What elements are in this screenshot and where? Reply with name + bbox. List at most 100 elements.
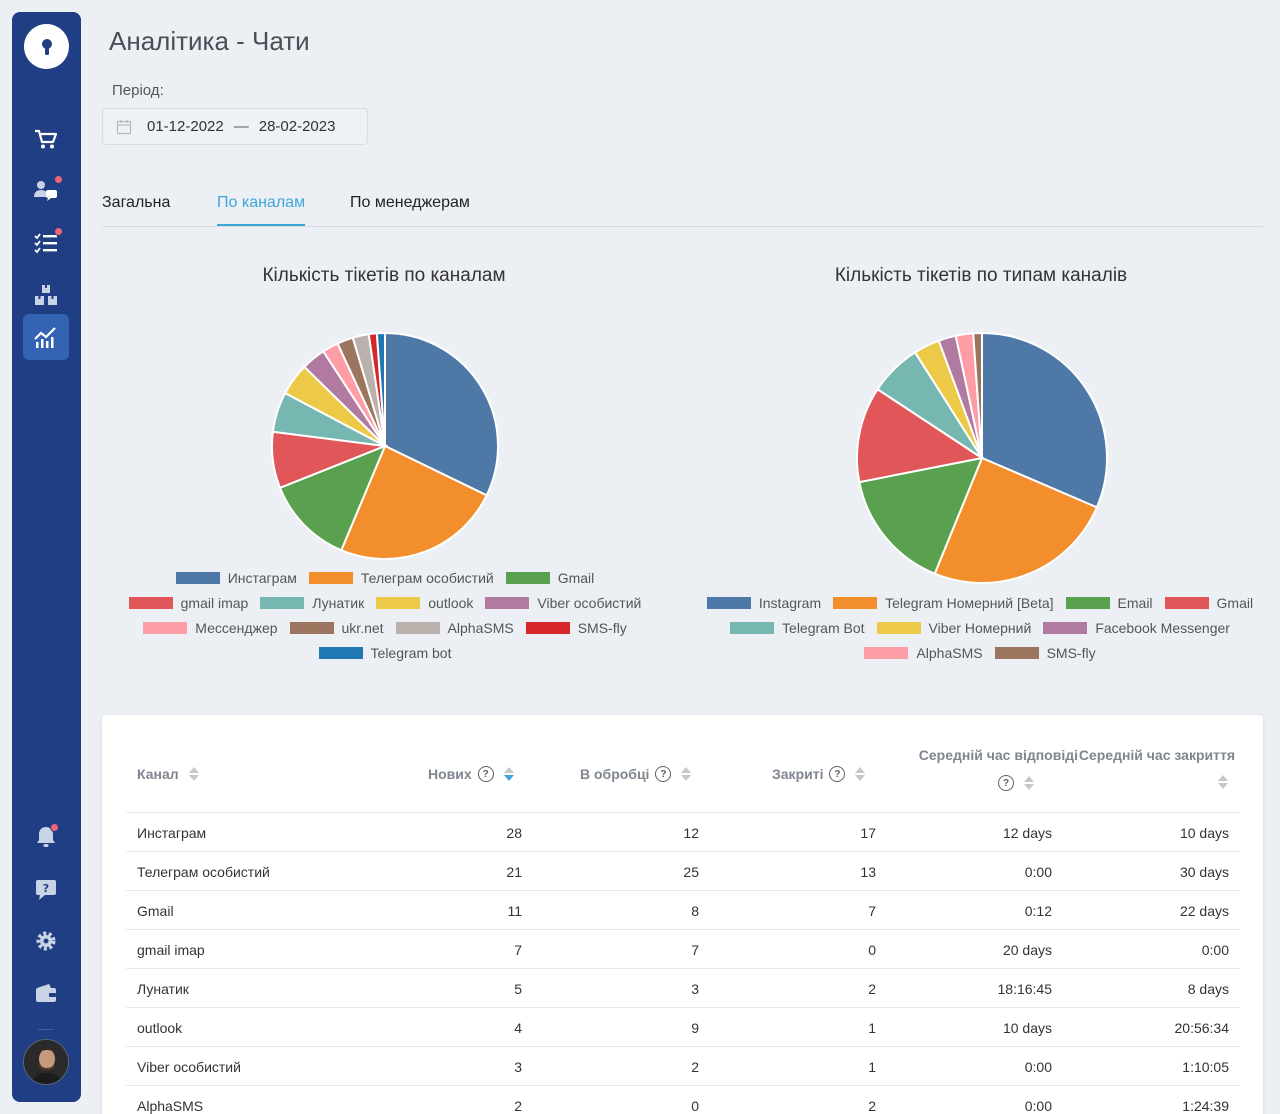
sidebar-item-warehouse[interactable] bbox=[23, 272, 69, 318]
cell-in-progress: 7 bbox=[691, 942, 699, 958]
cell-closed: 2 bbox=[868, 981, 876, 997]
calendar-icon bbox=[116, 119, 132, 134]
sort-icon[interactable] bbox=[188, 767, 199, 781]
cell-in-progress: 12 bbox=[683, 825, 699, 841]
legend-item[interactable]: Лунатик bbox=[260, 595, 364, 611]
sidebar-item-orders[interactable] bbox=[23, 116, 69, 162]
settings-gear-icon bbox=[36, 931, 56, 951]
cell-in-progress: 25 bbox=[683, 864, 699, 880]
sidebar-item-analytics[interactable] bbox=[23, 314, 69, 360]
col-header-channel[interactable]: Канал bbox=[137, 766, 199, 782]
user-avatar[interactable] bbox=[23, 1039, 69, 1085]
sidebar-item-settings[interactable] bbox=[23, 918, 69, 964]
legend-item[interactable]: Telegram bot bbox=[318, 645, 451, 661]
pie-chart-channel-types[interactable] bbox=[855, 331, 1110, 586]
table-row[interactable]: outlook 4 9 1 10 days 20:56:34 bbox=[126, 1008, 1240, 1047]
cell-channel: Viber особистий bbox=[137, 1059, 241, 1075]
cell-in-progress: 8 bbox=[691, 903, 699, 919]
col-header-in-progress[interactable]: В обробці ? bbox=[580, 766, 692, 782]
cell-avg-response: 0:00 bbox=[1024, 1098, 1052, 1114]
table-row[interactable]: AlphaSMS 2 0 2 0:00 1:24:39 bbox=[126, 1086, 1240, 1114]
tab-by-channels[interactable]: По каналам bbox=[217, 194, 306, 226]
table-row[interactable]: gmail imap 7 7 0 20 days 0:00 bbox=[126, 930, 1240, 969]
date-from[interactable]: 01-12-2022 bbox=[147, 118, 224, 135]
legend-item[interactable]: outlook bbox=[376, 595, 473, 611]
date-to[interactable]: 28-02-2023 bbox=[258, 118, 336, 135]
help-icon[interactable]: ? bbox=[998, 775, 1014, 791]
sort-icon[interactable] bbox=[503, 767, 514, 781]
legend-item[interactable]: Email bbox=[1065, 595, 1153, 611]
table-row[interactable]: Инстаграм 28 12 17 12 days 10 days bbox=[126, 813, 1240, 852]
legend-item[interactable]: Viber Номерний bbox=[876, 620, 1031, 636]
pie-slice[interactable] bbox=[375, 331, 386, 447]
sidebar-item-customers[interactable] bbox=[23, 168, 69, 214]
sort-icon[interactable] bbox=[1024, 776, 1034, 790]
pie-slice[interactable] bbox=[384, 331, 499, 497]
help-icon[interactable]: ? bbox=[477, 766, 494, 782]
task-list-icon bbox=[34, 233, 57, 254]
sidebar-item-tasks[interactable] bbox=[23, 220, 69, 266]
legend-swatch bbox=[525, 622, 570, 634]
col-header-closed[interactable]: Закриті ? bbox=[772, 766, 866, 782]
legend-item[interactable]: SMS-fly bbox=[994, 645, 1096, 661]
legend-item[interactable]: gmail imap bbox=[128, 595, 248, 611]
customers-chat-icon bbox=[34, 181, 57, 201]
table-row[interactable]: Лунатик 5 3 2 18:16:45 8 days bbox=[126, 969, 1240, 1008]
pie-slice[interactable] bbox=[339, 444, 489, 560]
col-header-avg-close[interactable]: Середній час закриття bbox=[1075, 747, 1235, 789]
help-icon[interactable]: ? bbox=[829, 766, 846, 782]
table-header: Канал Нових ? В обробці ? Закриті ? Сере… bbox=[126, 715, 1240, 813]
sort-icon[interactable] bbox=[681, 767, 692, 781]
legend-swatch bbox=[308, 572, 353, 584]
legend-item[interactable]: Telegram Bot bbox=[730, 620, 865, 636]
cell-avg-response: 20 days bbox=[1002, 942, 1052, 958]
legend-swatch bbox=[730, 622, 775, 634]
pie-slice[interactable] bbox=[933, 456, 1099, 584]
legend-item[interactable]: Telegram Номерний [Beta] bbox=[833, 595, 1054, 611]
sidebar-item-notifications[interactable] bbox=[23, 814, 69, 860]
legend-item[interactable]: Instagram bbox=[706, 595, 821, 611]
pie-slice[interactable] bbox=[981, 331, 1108, 509]
legend-label: SMS-fly bbox=[1046, 645, 1096, 661]
legend-item[interactable]: SMS-fly bbox=[525, 620, 627, 636]
legend-item[interactable]: Gmail bbox=[505, 570, 594, 586]
col-header-new[interactable]: Нових ? bbox=[428, 766, 514, 782]
pie-slice[interactable] bbox=[856, 387, 985, 484]
cell-avg-close: 22 days bbox=[1179, 903, 1229, 919]
legend-item[interactable]: Viber особистий bbox=[485, 595, 641, 611]
pie-slice[interactable] bbox=[972, 331, 983, 459]
cell-closed: 13 bbox=[860, 864, 876, 880]
cell-closed: 2 bbox=[868, 1098, 876, 1114]
help-icon[interactable]: ? bbox=[655, 766, 672, 782]
sidebar-item-billing[interactable] bbox=[23, 970, 69, 1016]
legend-label: SMS-fly bbox=[577, 620, 627, 636]
legend-item[interactable]: AlphaSMS bbox=[864, 645, 983, 661]
tab-general[interactable]: Загальна bbox=[102, 194, 171, 211]
sidebar-item-help[interactable]: ? bbox=[23, 866, 69, 912]
analytics-chart-icon bbox=[34, 327, 56, 348]
legend-swatch bbox=[318, 647, 363, 659]
table-row[interactable]: Телеграм особистий 21 25 13 0:00 30 days bbox=[126, 852, 1240, 891]
sort-icon[interactable] bbox=[1218, 775, 1228, 789]
legend-item[interactable]: ukr.net bbox=[289, 620, 384, 636]
legend-item[interactable]: Facebook Messenger bbox=[1043, 620, 1230, 636]
table-row[interactable]: Gmail 11 8 7 0:12 22 days bbox=[126, 891, 1240, 930]
table-row[interactable]: Viber особистий 3 2 1 0:00 1:10:05 bbox=[126, 1047, 1240, 1086]
logo[interactable] bbox=[24, 24, 69, 69]
cell-new: 5 bbox=[514, 981, 522, 997]
pie-slice[interactable] bbox=[858, 456, 984, 575]
tab-by-managers[interactable]: По менеджерам bbox=[350, 194, 470, 211]
cell-avg-response: 0:00 bbox=[1024, 864, 1052, 880]
col-header-avg-response[interactable]: Середній час відповіді ? bbox=[898, 747, 1078, 791]
legend-item[interactable]: Телеграм особистий bbox=[308, 570, 494, 586]
legend-label: Telegram Bot bbox=[782, 620, 865, 636]
legend-item[interactable]: AlphaSMS bbox=[395, 620, 514, 636]
pie-slice[interactable] bbox=[278, 444, 387, 552]
date-range-picker[interactable]: 01-12-2022 — 28-02-2023 bbox=[102, 108, 368, 145]
sort-icon[interactable] bbox=[855, 767, 866, 781]
legend-item[interactable]: Инстаграм bbox=[175, 570, 297, 586]
legend-item[interactable]: Мессенджер bbox=[143, 620, 278, 636]
pie-chart-channels[interactable] bbox=[270, 331, 500, 561]
legend-item[interactable]: Gmail bbox=[1164, 595, 1253, 611]
cell-channel: Телеграм особистий bbox=[137, 864, 270, 880]
